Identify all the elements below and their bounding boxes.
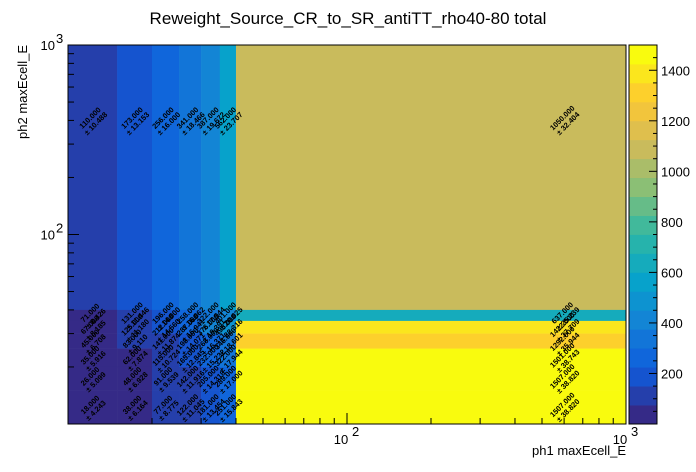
y-tick-exponent: 3 — [56, 31, 63, 46]
heatmap-cell — [201, 366, 221, 391]
palette-band — [629, 310, 657, 330]
palette-band — [629, 348, 657, 368]
palette-tick-label: 1000 — [661, 164, 690, 179]
palette-band — [629, 291, 657, 311]
heatmap-cell — [201, 309, 221, 322]
heatmap-cell — [117, 348, 153, 368]
x-tick-label: 10 — [334, 432, 348, 447]
palette-band — [629, 120, 657, 141]
heatmap-cell — [179, 390, 202, 425]
palette-tick-label: 200 — [661, 366, 683, 381]
heatmap-cell — [151, 348, 180, 368]
palette-band — [629, 63, 657, 84]
heatmap-cell — [117, 333, 153, 349]
heatmap-cell — [219, 320, 237, 334]
heatmap-cell — [68, 309, 118, 322]
heatmap-cell — [219, 45, 237, 311]
y-tick-exponent: 2 — [56, 221, 63, 236]
palette-band — [629, 82, 657, 103]
heatmap-cell — [117, 45, 153, 311]
palette-band — [629, 215, 657, 235]
heatmap-cell — [68, 333, 118, 349]
y-axis-label: ph2 maxEcell_E — [15, 45, 30, 139]
heatmap-cell — [235, 333, 627, 349]
heatmap-cell — [219, 366, 237, 391]
heatmap-cell — [201, 348, 221, 368]
palette-band — [629, 158, 657, 179]
palette-band — [629, 405, 657, 425]
heatmap-cell — [235, 348, 627, 368]
heatmap-cell — [201, 333, 221, 349]
palette-band — [629, 234, 657, 254]
heatmap-cell — [117, 366, 153, 391]
x-tick-exponent: 3 — [631, 424, 638, 439]
heatmap-cell — [179, 366, 202, 391]
heatmap-cell — [117, 320, 153, 334]
chart-title: Reweight_Source_CR_to_SR_antiTT_rho40-80… — [150, 9, 547, 28]
heatmap-cell — [201, 320, 221, 334]
heatmap-cell — [201, 45, 221, 311]
heatmap-cell — [235, 45, 627, 311]
heatmap-cell — [151, 320, 180, 334]
palette-ticks: 200 400 600 800 1000 1200 1400 — [649, 57, 690, 412]
heatmap-cell — [179, 320, 202, 334]
palette-band — [629, 139, 657, 160]
heatmap-cell — [219, 390, 237, 425]
heatmap-cell — [219, 333, 237, 349]
heatmap-cell — [117, 390, 153, 425]
y-tick-label: 10 — [41, 38, 55, 53]
palette-band — [629, 45, 657, 65]
heatmap-cell — [235, 320, 627, 334]
palette-tick-label: 400 — [661, 316, 683, 331]
heatmap-cell — [151, 333, 180, 349]
palette-band — [629, 196, 657, 216]
palette-band — [629, 386, 657, 406]
heatmap-cell — [117, 309, 153, 322]
palette-band — [629, 177, 657, 197]
x-axis-label: ph1 maxEcell_E — [532, 443, 626, 458]
heatmap-cell — [179, 309, 202, 322]
heatmap-cell — [219, 348, 237, 368]
heatmap-cell — [201, 390, 221, 425]
heatmap-cell — [219, 309, 237, 322]
heatmap-cell — [179, 333, 202, 349]
palette-tick-label: 800 — [661, 215, 683, 230]
y-tick-label: 10 — [41, 228, 55, 243]
heatmap-cell — [68, 320, 118, 334]
palette-band — [629, 272, 657, 292]
palette-tick-label: 600 — [661, 265, 683, 280]
heatmap-cell — [151, 45, 180, 311]
heatmap-cell — [151, 390, 180, 425]
heatmap-cell — [68, 45, 118, 311]
x-tick-label: 10 — [613, 432, 627, 447]
color-palette — [628, 44, 658, 425]
palette-tick-label: 1200 — [661, 114, 690, 129]
heatmap-cell — [235, 366, 627, 391]
heatmap-cell — [151, 309, 180, 322]
palette-band — [629, 253, 657, 273]
heatmap-cell — [179, 45, 202, 311]
heatmap-cells — [68, 45, 627, 425]
heatmap-cell — [68, 366, 118, 391]
palette-band — [629, 101, 657, 122]
x-tick-exponent: 2 — [352, 424, 359, 439]
heatmap-cell — [235, 309, 627, 322]
palette-band — [629, 367, 657, 387]
heatmap-cell — [68, 348, 118, 368]
palette-tick-label: 1400 — [661, 63, 690, 78]
heatmap-cell — [151, 366, 180, 391]
heatmap-cell — [68, 390, 118, 425]
heatmap-cell — [179, 348, 202, 368]
palette-band — [629, 329, 657, 349]
